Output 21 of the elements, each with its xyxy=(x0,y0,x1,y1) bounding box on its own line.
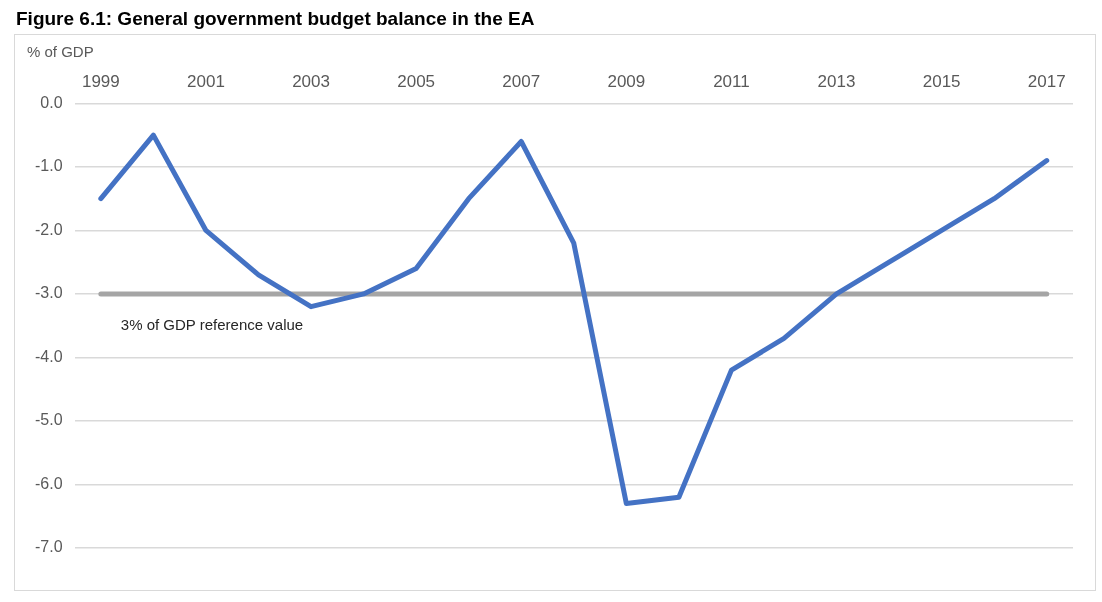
y-axis-title: % of GDP xyxy=(27,42,94,60)
x-tick-label: 1999 xyxy=(81,71,120,91)
y-tick-label: -5.0 xyxy=(34,411,63,429)
x-tick-label: 2017 xyxy=(1027,71,1066,91)
x-tick-label: 2015 xyxy=(922,71,961,91)
y-tick-label: -7.0 xyxy=(34,538,63,556)
x-tick-label: 2005 xyxy=(397,71,436,91)
y-tick-label: -6.0 xyxy=(34,474,63,492)
x-tick-label: 2013 xyxy=(817,71,856,91)
y-tick-label: 0.0 xyxy=(40,93,63,111)
y-tick-label: -1.0 xyxy=(34,157,63,175)
y-tick-label: -3.0 xyxy=(34,284,63,302)
y-tick-label: -2.0 xyxy=(34,220,63,238)
chart-title: Figure 6.1: General government budget balance in the EA xyxy=(16,8,536,30)
x-tick-label: 2001 xyxy=(187,71,225,91)
x-tick-label: 2009 xyxy=(607,71,646,91)
ref-line-label: 3% of GDP reference value xyxy=(120,315,304,333)
x-tick-label: 2011 xyxy=(713,71,750,91)
y-tick-label: -4.0 xyxy=(34,347,63,365)
x-tick-label: 2007 xyxy=(502,71,541,91)
x-tick-label: 2003 xyxy=(292,71,330,91)
